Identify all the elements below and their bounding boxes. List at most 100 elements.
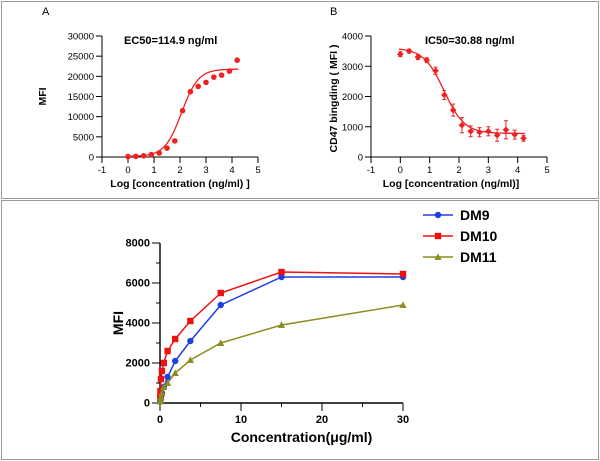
data-point-dm11 <box>163 379 172 386</box>
data-point <box>179 107 186 114</box>
panel-label: A <box>42 6 50 18</box>
data-point-dm11 <box>277 321 286 328</box>
data-point-dm11 <box>158 389 166 396</box>
y-tick-label: 4000 <box>342 32 363 43</box>
data-point <box>502 126 510 134</box>
chart-C: 0 2000 4000 6000 8000 0 10 20 30 Concentration(μg… <box>110 207 498 445</box>
x-tick-label: 4 <box>229 165 234 176</box>
data-point-dm9 <box>187 337 194 345</box>
y-axis-label: CD47 bingding ( MFI ) <box>328 45 340 153</box>
data-point <box>187 88 194 95</box>
annotation: EC50=114.9 ng/ml <box>124 35 217 47</box>
data-point <box>195 83 201 90</box>
x-tick-label: 5 <box>255 165 260 176</box>
data-point <box>140 152 147 159</box>
x-tick-label: 10 <box>235 414 247 426</box>
data-point <box>164 145 170 151</box>
x-tick-label: 4 <box>515 165 520 176</box>
data-point <box>226 68 233 74</box>
data-point-dm11 <box>217 339 225 346</box>
x-tick-label: 2 <box>177 165 182 176</box>
series-line-dm9 <box>159 276 403 402</box>
legend-entry: DM10 <box>460 228 498 244</box>
data-point <box>125 153 131 160</box>
data-point <box>441 91 448 99</box>
x-tick-label: 20 <box>316 414 328 426</box>
y-tick-label: 2000 <box>126 358 150 370</box>
chart-A: 0 5000 10000 15000 20000 25000 30000 -1 0 1 2 3 4 5 Lo… <box>37 6 261 190</box>
x-tick-label: 1 <box>427 165 432 176</box>
data-point-dm10 <box>399 270 407 278</box>
data-point <box>432 67 439 75</box>
y-tick-label: 3000 <box>342 62 363 73</box>
legend-marker <box>434 253 442 260</box>
data-point <box>234 57 240 63</box>
data-point <box>520 134 527 142</box>
data-point <box>148 151 155 158</box>
y-tick-label: 6000 <box>126 278 150 290</box>
y-tick-label: 0 <box>89 153 94 164</box>
x-tick-label: 3 <box>203 165 208 176</box>
data-point-dm10 <box>157 375 165 383</box>
y-axis-label: MFI <box>110 311 126 335</box>
data-point-dm10 <box>157 387 164 395</box>
data-point <box>218 72 225 78</box>
top-figure-frame <box>1 1 599 199</box>
y-tick-label: 0 <box>144 398 150 410</box>
data-point <box>485 127 492 135</box>
y-axis-label: MFI <box>37 87 49 105</box>
data-point <box>458 121 466 129</box>
data-point-dm9 <box>217 301 224 309</box>
data-point <box>414 53 422 61</box>
data-point-dm11 <box>157 393 165 400</box>
data-point-dm11 <box>171 369 179 376</box>
x-axis-label: Log [concentration (ng/ml) ] <box>110 178 249 190</box>
x-tick-label: 1 <box>151 165 156 176</box>
x-tick-label: 0 <box>125 165 130 176</box>
data-point-dm11 <box>186 356 194 363</box>
data-point <box>493 131 501 139</box>
data-point <box>133 153 139 160</box>
data-point-dm9 <box>171 357 179 365</box>
data-point-dm11 <box>160 383 168 390</box>
data-point-dm9 <box>164 373 171 381</box>
legend-marker <box>434 232 442 240</box>
data-point-dm10 <box>171 335 179 343</box>
data-point <box>423 56 431 64</box>
data-point <box>172 138 178 144</box>
x-tick-label: 30 <box>397 414 409 426</box>
data-point <box>156 150 162 156</box>
data-point-dm10 <box>158 367 166 375</box>
x-tick-label: -1 <box>98 165 106 176</box>
data-point <box>467 127 475 135</box>
x-tick-label: -1 <box>367 165 375 176</box>
data-point <box>203 79 209 86</box>
annotation: IC50=30.88 ng/ml <box>425 35 515 47</box>
x-tick-label: 2 <box>456 165 461 176</box>
y-tick-label: 20000 <box>68 72 94 83</box>
bottom-figure-frame <box>1 200 599 460</box>
data-point <box>449 106 457 114</box>
y-tick-label: 4000 <box>126 318 150 330</box>
data-point <box>405 47 413 55</box>
x-axis-label: Concentration(μg/ml) <box>231 429 373 445</box>
data-point <box>511 131 519 138</box>
data-point-dm11 <box>399 301 407 308</box>
data-point-dm9 <box>278 273 285 281</box>
x-axis-label: Log [concentration (ng/ml)] <box>383 178 520 190</box>
y-tick-label: 25000 <box>68 52 94 63</box>
data-point <box>211 74 217 80</box>
data-point-dm10 <box>160 359 167 367</box>
y-tick-label: 2000 <box>342 92 363 103</box>
legend-marker <box>434 211 442 219</box>
series-line-dm11 <box>159 304 404 402</box>
data-point <box>476 128 483 136</box>
y-tick-label: 15000 <box>68 92 94 103</box>
y-tick-label: 0 <box>358 153 363 164</box>
chart-B: 0 1000 2000 3000 4000 -1 0 1 2 3 4 5 Log [concentrat… <box>328 6 550 190</box>
y-tick-label: 30000 <box>68 32 94 43</box>
data-point <box>397 50 404 58</box>
data-point-dm10 <box>187 317 194 325</box>
data-point-dm10 <box>278 268 285 276</box>
